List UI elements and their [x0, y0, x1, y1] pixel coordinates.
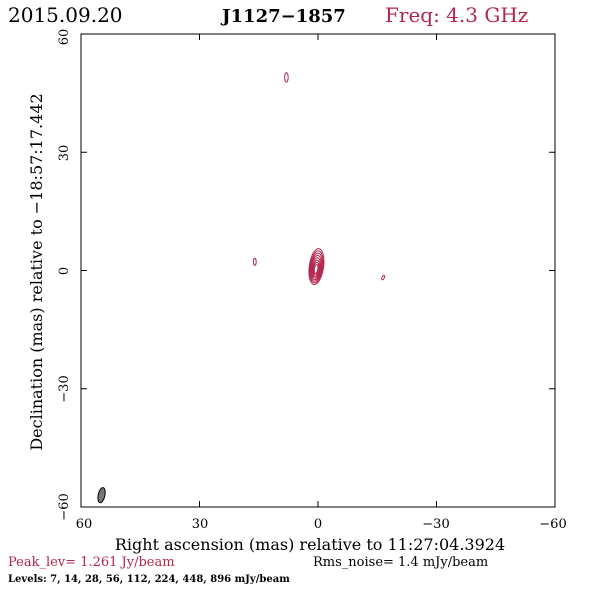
contour-core: [309, 250, 324, 284]
contour-core: [312, 259, 321, 278]
x-tick-label: 0: [314, 517, 322, 532]
contour-core: [308, 248, 325, 286]
x-tick-label: −30: [422, 517, 449, 532]
y-tick-label: −30: [57, 375, 72, 402]
beam-ellipse: [97, 487, 106, 504]
rms-noise: Rms_noise= 1.4 mJy/beam: [313, 555, 488, 570]
contour-core: [312, 261, 320, 276]
x-axis-label: Right ascension (mas) relative to 11:27:…: [115, 535, 505, 554]
contour-blob-north: [284, 72, 289, 83]
x-tick-label: 60: [76, 517, 93, 532]
y-tick-label: 30: [57, 145, 72, 162]
contour-levels: Levels: 7, 14, 28, 56, 112, 224, 448, 89…: [8, 574, 290, 585]
y-tick-label: 0: [57, 267, 72, 275]
beam-ellipse-group: [97, 487, 106, 504]
y-tick-label: −60: [57, 493, 72, 520]
contour-core: [310, 254, 322, 281]
source-name: J1127−1857: [220, 6, 346, 27]
contour-core: [311, 257, 321, 279]
contour-map: [252, 72, 386, 286]
peak-level: Peak_lev= 1.261 Jy/beam: [8, 555, 175, 570]
contour-blob-east: [381, 274, 386, 281]
x-tick-label: 30: [192, 517, 209, 532]
contour-core: [309, 252, 323, 282]
frequency-label: Freq: 4.3 GHz: [385, 3, 528, 27]
date-label: 2015.09.20: [8, 3, 123, 27]
x-tick-label: −60: [539, 517, 566, 532]
contour-blob-west: [252, 257, 257, 266]
y-tick-label: 60: [57, 29, 72, 46]
axis-ticks: [80, 33, 556, 508]
contour-core: [313, 264, 319, 274]
y-axis-label: Declination (mas) relative to −18:57:17.…: [27, 93, 46, 450]
